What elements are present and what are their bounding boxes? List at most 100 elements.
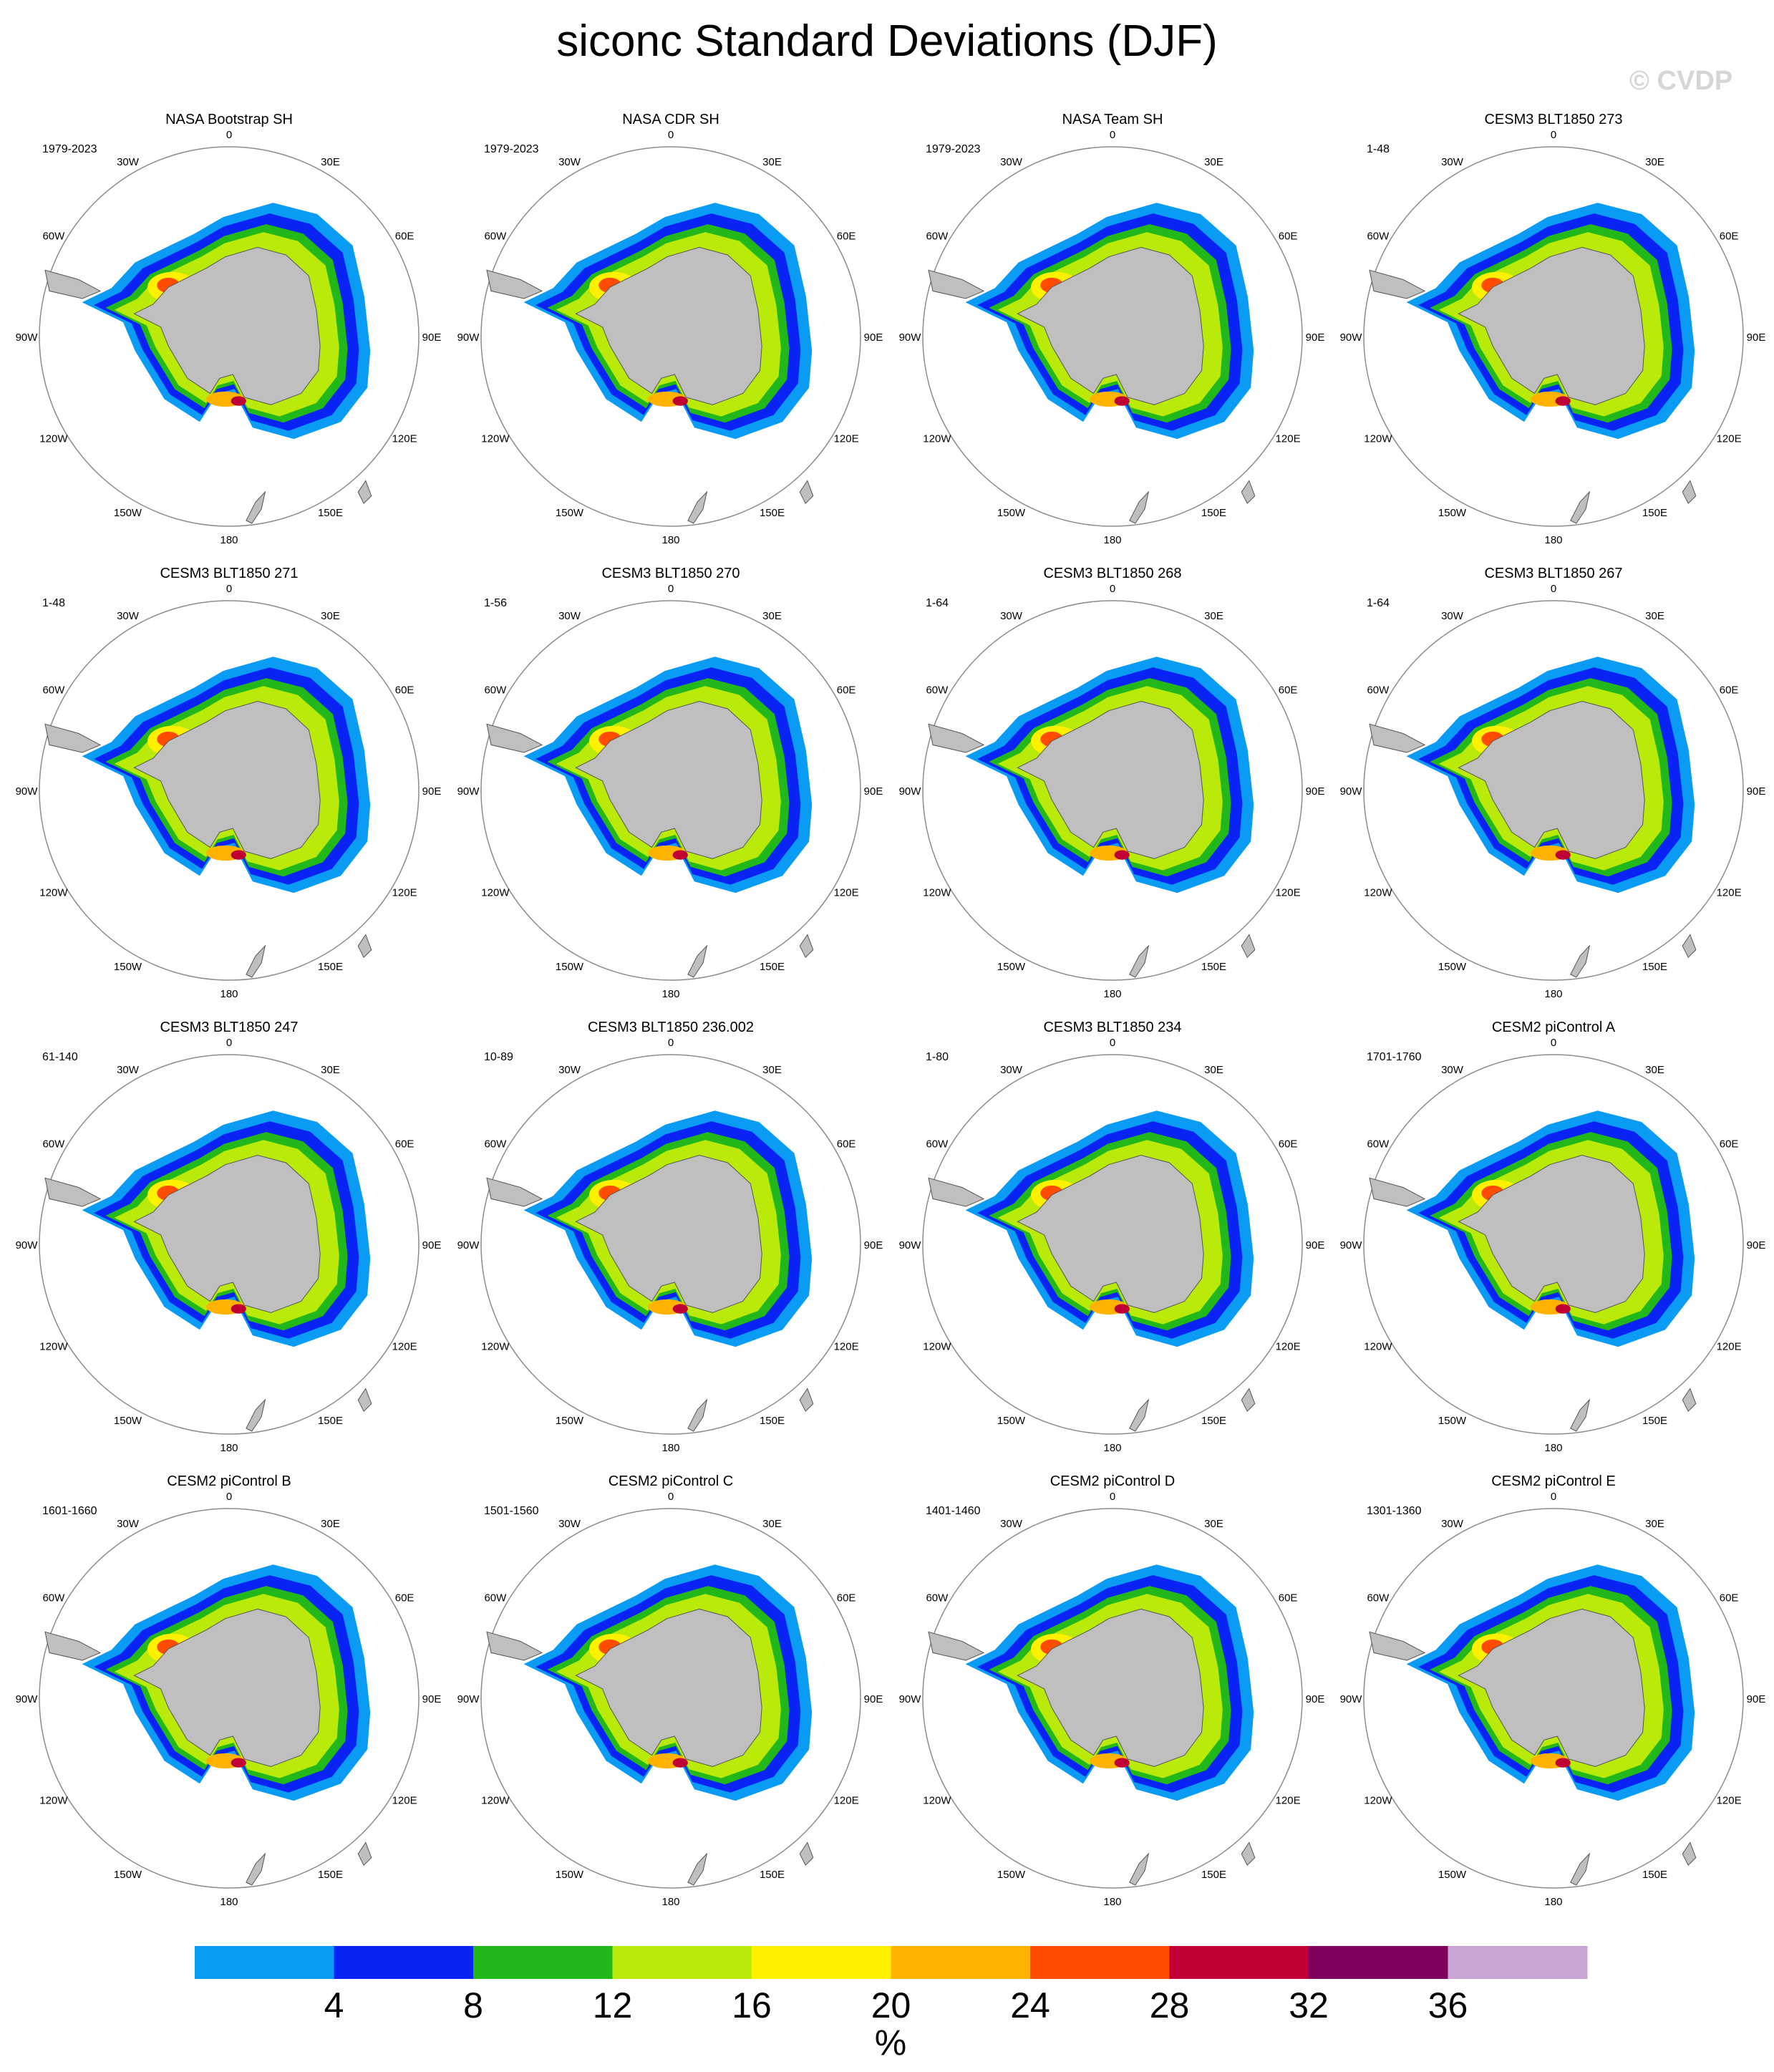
longitude-label: 120E xyxy=(834,887,859,899)
antarctica-land xyxy=(133,1608,321,1767)
longitude-label: 150E xyxy=(318,961,343,973)
colorbar-tick-label: 20 xyxy=(871,1985,911,2025)
longitude-label: 30W xyxy=(1441,156,1464,168)
tasmania-land xyxy=(1241,1841,1256,1867)
longitude-label: 60E xyxy=(395,1138,415,1151)
longitude-label: 30E xyxy=(1204,156,1223,168)
longitude-label: 30W xyxy=(558,156,581,168)
colorbar-swatch xyxy=(1309,1946,1448,1979)
longitude-label: 60E xyxy=(1720,1592,1739,1604)
antarctica-land xyxy=(133,246,321,405)
map-boundary-circle xyxy=(39,1508,420,1889)
longitude-label: 150E xyxy=(1642,507,1667,519)
longitude-label: 150W xyxy=(1438,961,1467,973)
south-america-land xyxy=(44,269,102,299)
longitude-label: 60W xyxy=(1367,231,1390,243)
longitude-label: 180 xyxy=(220,1896,238,1908)
south-america-land xyxy=(44,1631,102,1661)
ross-hotspot-core xyxy=(231,1304,246,1314)
longitude-label: 60W xyxy=(42,684,65,697)
ross-hotspot-core xyxy=(231,396,246,406)
panel-title: NASA Team SH xyxy=(1062,112,1163,127)
map-panel: CESM3 BLT1850 268 1-64 0 30E 60E 90E 120E 150E 1… xyxy=(899,566,1325,1000)
longitude-label: 90W xyxy=(457,1239,480,1252)
panel-title: CESM3 BLT1850 236.002 xyxy=(588,1020,754,1035)
map-panel: CESM2 piControl E 1301-1360 0 30E 60E 90E 120E… xyxy=(1340,1473,1766,1908)
longitude-label: 60W xyxy=(42,231,65,243)
tasmania-land xyxy=(799,934,814,959)
panel-title: CESM2 piControl B xyxy=(167,1473,291,1489)
new-zealand-land xyxy=(1570,944,1591,978)
colorbar: 4 8 12 16 20 24 28 32 36% xyxy=(195,1946,1588,2063)
longitude-label: 30E xyxy=(1645,1518,1664,1530)
map-panel: CESM3 BLT1850 273 1-48 0 30E 60E 90E 120E 150E 1… xyxy=(1340,112,1766,546)
new-zealand-land xyxy=(1570,1398,1591,1432)
ross-hotspot-core xyxy=(1114,850,1130,860)
longitude-label: 180 xyxy=(1103,1442,1121,1454)
longitude-label: 90E xyxy=(1747,1239,1766,1252)
panel-period: 61-140 xyxy=(42,1051,78,1063)
panel-title: CESM2 piControl E xyxy=(1491,1473,1615,1489)
new-zealand-land xyxy=(687,490,708,524)
longitude-label: 150E xyxy=(318,507,343,519)
longitude-label: 120E xyxy=(1276,1795,1301,1807)
new-zealand-land xyxy=(1129,1398,1150,1432)
longitude-label: 90W xyxy=(899,331,922,344)
map-panel: CESM3 BLT1850 267 1-64 0 30E 60E 90E 120E 150E 1… xyxy=(1340,566,1766,1000)
longitude-label: 60E xyxy=(395,231,415,243)
new-zealand-land xyxy=(246,1398,266,1432)
longitude-label: 90W xyxy=(457,1693,480,1705)
south-america-land xyxy=(486,1177,543,1207)
longitude-label: 150W xyxy=(997,1415,1026,1427)
longitude-label: 150E xyxy=(1201,1415,1226,1427)
longitude-label: 120W xyxy=(923,433,951,445)
longitude-label: 150E xyxy=(1642,961,1667,973)
longitude-label: 120W xyxy=(481,1341,510,1353)
new-zealand-land xyxy=(687,944,708,978)
tasmania-land xyxy=(357,1388,372,1413)
longitude-label: 30W xyxy=(1000,156,1023,168)
longitude-label: 60E xyxy=(395,1592,415,1604)
longitude-label: 60E xyxy=(1279,1138,1298,1151)
longitude-label: 60E xyxy=(1279,231,1298,243)
south-america-land xyxy=(486,723,543,753)
longitude-label: 0 xyxy=(1110,1491,1115,1503)
colorbar-tick-label: 28 xyxy=(1150,1985,1190,2025)
longitude-label: 30E xyxy=(762,1518,782,1530)
longitude-label: 0 xyxy=(1551,1491,1556,1503)
colorbar-tick-label: 24 xyxy=(1010,1985,1050,2025)
longitude-label: 120E xyxy=(1717,887,1742,899)
panel-title: CESM3 BLT1850 268 xyxy=(1043,566,1181,581)
longitude-label: 180 xyxy=(1103,534,1121,546)
longitude-label: 0 xyxy=(1110,583,1115,595)
map-boundary-circle xyxy=(1363,146,1744,527)
map-panel: NASA Bootstrap SH 1979-2023 0 30E 60E 90E 120E… xyxy=(16,112,442,546)
antarctica-land xyxy=(575,700,762,859)
map-boundary-circle xyxy=(480,1508,861,1889)
tasmania-land xyxy=(799,1841,814,1867)
longitude-label: 150W xyxy=(114,1415,142,1427)
antarctica-land xyxy=(133,700,321,859)
south-america-land xyxy=(1369,1177,1426,1207)
ross-hotspot-core xyxy=(1114,396,1130,406)
antarctica-land xyxy=(575,1154,762,1313)
map-boundary-circle xyxy=(1363,600,1744,981)
longitude-label: 150E xyxy=(760,1415,785,1427)
longitude-label: 150E xyxy=(760,1869,785,1881)
antarctica-land xyxy=(133,1154,321,1313)
longitude-label: 120W xyxy=(1364,887,1392,899)
longitude-label: 30E xyxy=(1645,1064,1664,1076)
map-boundary-circle xyxy=(39,1054,420,1435)
antarctica-land xyxy=(1458,1154,1645,1313)
longitude-label: 120W xyxy=(39,1341,68,1353)
longitude-label: 150E xyxy=(1642,1869,1667,1881)
south-america-land xyxy=(928,1177,985,1207)
longitude-label: 60E xyxy=(1279,1592,1298,1604)
longitude-label: 60W xyxy=(926,684,949,697)
longitude-label: 180 xyxy=(661,534,679,546)
longitude-label: 180 xyxy=(1103,1896,1121,1908)
longitude-label: 60W xyxy=(484,231,507,243)
panel-title: CESM3 BLT1850 271 xyxy=(160,566,298,581)
longitude-label: 30E xyxy=(1204,1518,1223,1530)
ross-hotspot-core xyxy=(672,396,688,406)
